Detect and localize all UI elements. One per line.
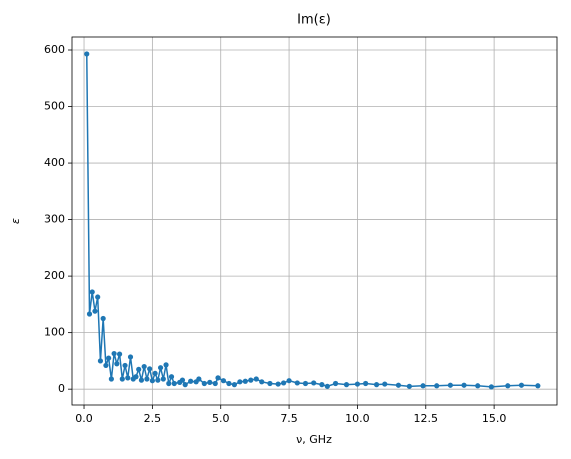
data-point xyxy=(226,380,232,387)
data-point xyxy=(182,382,188,388)
data-point xyxy=(103,362,109,369)
data-line xyxy=(86,53,538,388)
data-point xyxy=(434,383,440,389)
data-point xyxy=(281,380,287,386)
data-point xyxy=(157,365,164,371)
chart-title: Im(ε) xyxy=(297,13,331,28)
data-point xyxy=(220,378,227,384)
x-tick-label: 10.0 xyxy=(345,412,370,425)
data-point xyxy=(395,382,402,388)
x-tick-label: 15.0 xyxy=(482,412,507,425)
data-point xyxy=(237,379,243,385)
data-point xyxy=(535,383,541,389)
data-point xyxy=(196,376,202,382)
data-point xyxy=(114,361,120,367)
data-point xyxy=(160,376,166,382)
data-point xyxy=(212,380,218,387)
y-axis-label: ε xyxy=(9,218,22,224)
data-point xyxy=(116,351,123,357)
y-tick-label: 400 xyxy=(44,156,65,169)
data-point xyxy=(319,382,325,388)
x-tick-label: 5.0 xyxy=(212,412,230,425)
data-point xyxy=(147,366,153,372)
y-tick-label: 300 xyxy=(44,213,65,226)
data-point xyxy=(488,384,494,390)
data-point xyxy=(188,378,194,384)
y-tick-label: 0 xyxy=(58,382,65,395)
data-point xyxy=(86,311,93,317)
data-point xyxy=(122,362,128,369)
data-point xyxy=(127,354,134,360)
data-point xyxy=(286,378,292,384)
data-point xyxy=(97,358,104,364)
data-point xyxy=(111,350,117,357)
data-point xyxy=(100,315,106,322)
data-point xyxy=(518,382,525,388)
data-point xyxy=(373,382,380,388)
data-point xyxy=(179,377,186,383)
y-tick-label: 200 xyxy=(44,269,65,282)
data-point xyxy=(461,382,467,388)
x-tick-label: 0.0 xyxy=(75,412,93,425)
y-tick-label: 500 xyxy=(44,100,65,113)
plot-frame xyxy=(71,36,558,406)
data-point xyxy=(155,377,161,383)
data-point xyxy=(343,382,350,388)
data-point xyxy=(108,376,114,382)
data-point xyxy=(144,376,150,382)
x-tick-label: 12.5 xyxy=(414,412,439,425)
data-point xyxy=(302,380,309,387)
data-point xyxy=(149,378,155,384)
x-tick-label: 7.5 xyxy=(280,412,298,425)
y-tick-label: 600 xyxy=(44,43,65,56)
data-point xyxy=(382,381,388,387)
data-point xyxy=(242,378,248,384)
data-point xyxy=(447,382,453,388)
data-point xyxy=(332,380,339,387)
data-point xyxy=(267,380,273,387)
data-point xyxy=(253,376,259,382)
data-point xyxy=(363,380,369,387)
data-point xyxy=(166,380,172,387)
data-point xyxy=(324,383,330,389)
data-point xyxy=(420,383,426,389)
data-point xyxy=(92,308,98,314)
data-point xyxy=(207,379,213,385)
x-tick-label: 2.5 xyxy=(144,412,162,425)
data-point xyxy=(215,375,221,381)
data-point xyxy=(406,383,412,389)
data-point xyxy=(505,383,511,389)
data-point xyxy=(133,374,139,380)
data-point xyxy=(125,375,131,381)
data-point xyxy=(294,380,300,386)
data-point xyxy=(84,51,90,57)
data-point xyxy=(168,374,175,380)
data-point xyxy=(231,382,237,388)
data-point xyxy=(141,363,147,370)
data-point xyxy=(95,294,101,300)
data-point xyxy=(311,380,317,386)
x-axis-label: ν, GHz xyxy=(296,433,332,446)
data-point xyxy=(171,380,177,387)
data-point xyxy=(136,366,142,372)
y-tick-label: 100 xyxy=(44,326,65,339)
data-point xyxy=(106,355,112,361)
data-point xyxy=(89,289,95,295)
data-point xyxy=(259,379,265,385)
data-point xyxy=(475,383,481,389)
data-point xyxy=(119,376,125,382)
data-point xyxy=(248,377,254,383)
data-point xyxy=(138,377,145,383)
data-point xyxy=(275,381,281,387)
data-point xyxy=(163,362,169,368)
data-point xyxy=(354,381,361,387)
data-point xyxy=(201,380,207,387)
data-point xyxy=(152,370,158,376)
